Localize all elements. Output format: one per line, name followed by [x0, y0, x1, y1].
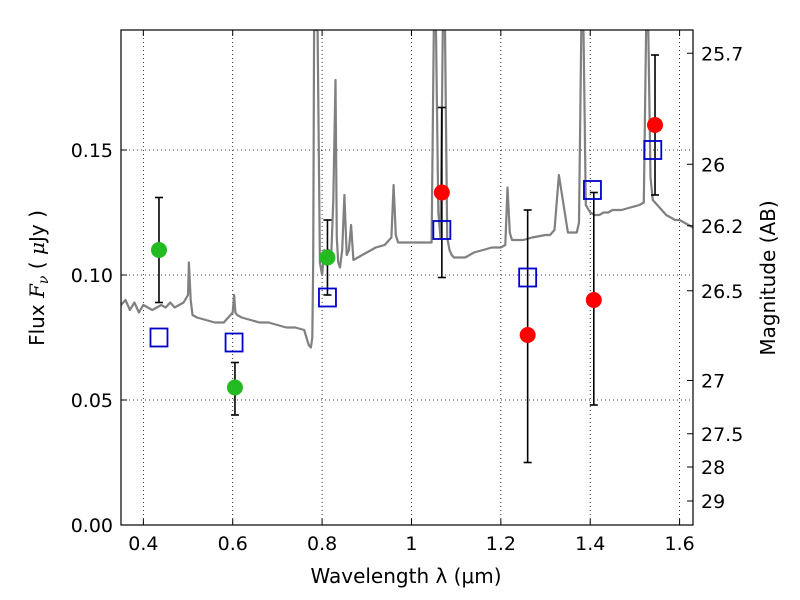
x-axis-label: Wavelength λ (μm) — [310, 564, 501, 588]
x-tick-label: 0.6 — [218, 533, 248, 555]
model-spectrum-layer — [121, 30, 693, 349]
x-tick-label: 1.4 — [575, 533, 605, 555]
green-data-point — [150, 242, 167, 258]
model-photometry-square — [318, 287, 337, 308]
y-tick-label: 0.00 — [71, 515, 113, 537]
model-photometry-square — [224, 332, 244, 353]
right-tick-label: 28 — [701, 457, 725, 479]
model-photometry-square — [583, 180, 602, 200]
green-data-point — [226, 379, 243, 396]
grid-lines — [121, 30, 693, 526]
x-tick-label: 1 — [405, 533, 417, 555]
red-data-point — [585, 292, 602, 308]
model-photometry-square — [149, 327, 169, 348]
model-photometry-square — [518, 267, 538, 288]
right-tick-label: 27.5 — [701, 424, 743, 446]
x-tick-label: 1.6 — [664, 533, 694, 555]
right-tick-label: 25.7 — [701, 43, 743, 65]
right-tick-label: 26 — [701, 154, 725, 176]
right-tick-label: 26.5 — [701, 281, 743, 303]
y-tick-label: 0.05 — [71, 390, 113, 412]
right-tick-label: 27 — [701, 371, 725, 393]
right-tick-label: 29 — [701, 491, 725, 513]
red-data-point — [433, 184, 450, 201]
x-tick-label: 0.4 — [128, 533, 158, 555]
markers-layer — [149, 117, 664, 396]
error-bars-layer — [154, 54, 660, 464]
model-photometry-square — [432, 220, 452, 240]
y-axis-label: Flux Fν ( μJy ) — [25, 210, 52, 346]
x-tick-label: 0.8 — [307, 533, 337, 555]
y-tick-label: 0.10 — [71, 265, 113, 287]
model-photometry-square — [643, 140, 663, 160]
y-tick-label: 0.15 — [71, 140, 113, 162]
red-data-point — [519, 327, 536, 343]
axis-ticks: 0.4 0.6 0.8 1 1.2 1.4 1.6 0.00 0.05 0.10 0.15 25.7 2… — [71, 30, 743, 555]
x-tick-label: 1.2 — [486, 533, 516, 555]
red-data-point — [647, 117, 664, 133]
right-axis-label: Magnitude (AB) — [756, 200, 780, 355]
right-tick-label: 26.2 — [701, 216, 743, 238]
spectrum-line — [121, 30, 693, 349]
green-data-point — [319, 249, 336, 266]
plot-frame — [120, 29, 694, 526]
